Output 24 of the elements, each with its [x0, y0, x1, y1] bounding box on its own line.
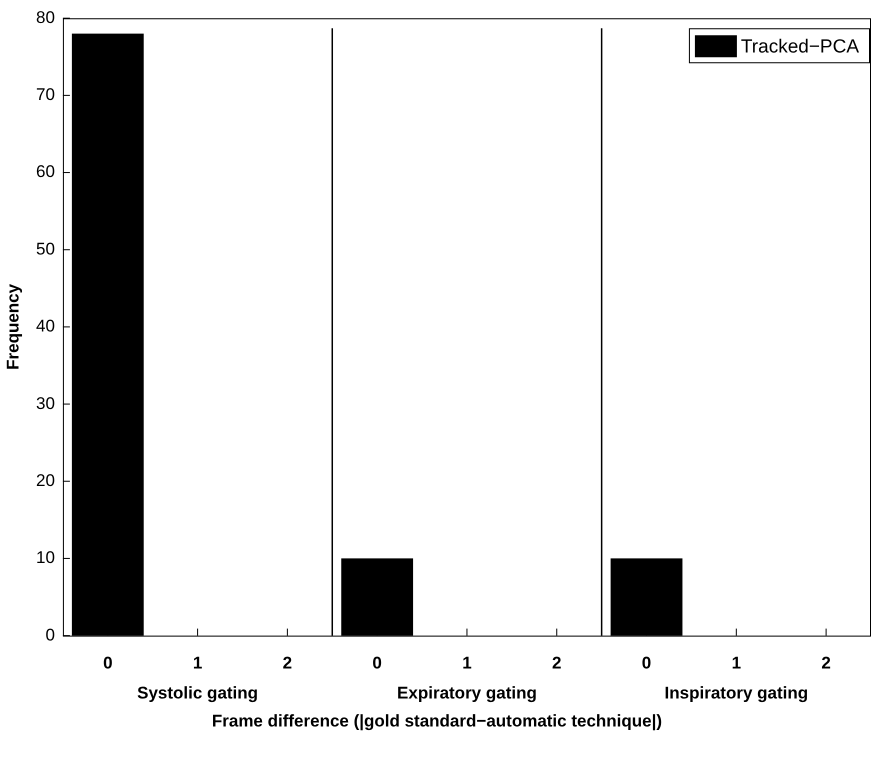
- x-tick-label: 2: [552, 653, 562, 672]
- x-tick-label: 2: [821, 653, 831, 672]
- text: Inspiratory gating: [664, 683, 808, 702]
- x-tick-label: 0: [103, 653, 113, 672]
- y-tick-label: 60: [36, 162, 55, 182]
- y-tick-label: 40: [36, 316, 55, 336]
- y-axis-title: Frequency: [4, 283, 23, 370]
- y-tick-label: 80: [36, 8, 55, 27]
- x-tick-label: 1: [732, 653, 742, 672]
- x-tick-label: 0: [642, 653, 652, 672]
- legend-label: Tracked−PCA: [740, 36, 860, 58]
- y-tick-label: 30: [36, 394, 55, 413]
- x-tick-label: 2: [282, 653, 292, 672]
- y-tick-label: 70: [36, 85, 55, 104]
- text: Systolic gating: [137, 683, 258, 702]
- x-tick-label: 0: [372, 653, 382, 672]
- x-tick-label: 1: [192, 653, 202, 672]
- x-axis-title: Frame difference (|gold standard−automatic technique|): [212, 711, 662, 730]
- y-tick-label: 10: [36, 548, 55, 568]
- x-tick-label: 1: [462, 653, 472, 672]
- text: Expiratory gating: [397, 683, 537, 702]
- y-tick-label: 0: [45, 625, 55, 644]
- y-tick-label: 50: [36, 239, 55, 258]
- y-tick-label: 20: [36, 470, 55, 490]
